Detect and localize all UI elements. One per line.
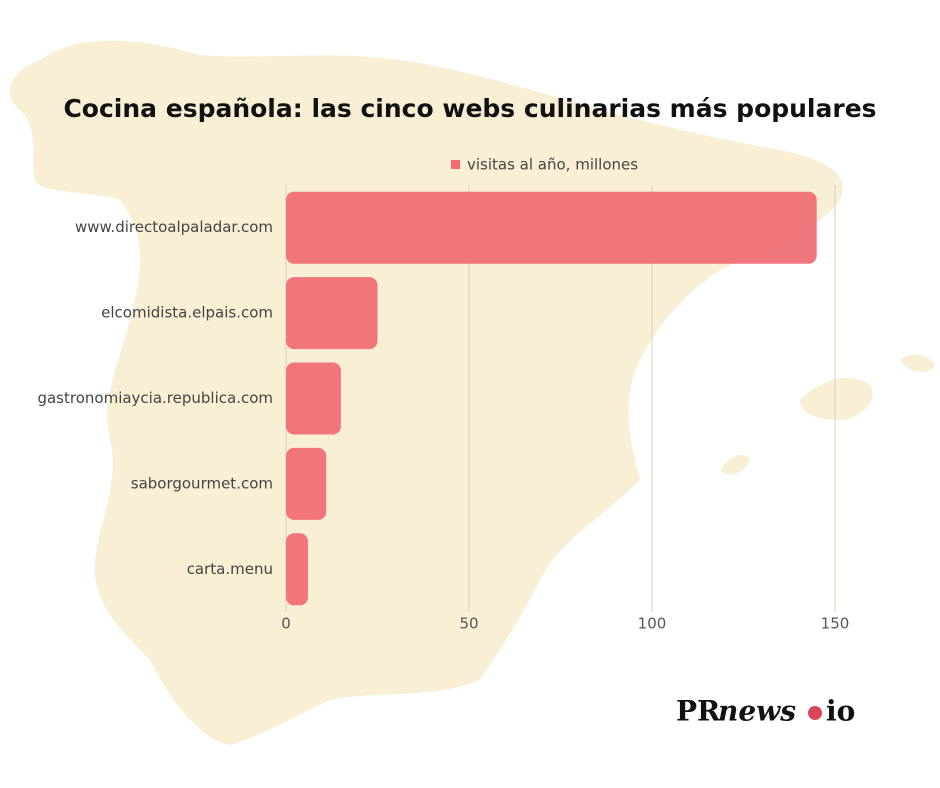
x-tick-label: 100 [638,615,667,633]
bar [286,362,341,435]
y-tick-label: elcomidista.elpais.com [101,304,273,322]
logo-dot [808,706,822,720]
y-tick-label: www.directoalpaladar.com [75,218,273,236]
bar [286,533,308,606]
x-tick-label: 150 [821,615,850,633]
bar [286,447,327,520]
y-tick-label: saborgourmet.com [131,474,273,492]
x-tick-label: 0 [281,615,291,633]
logo-news: news [718,695,796,728]
legend-label: visitas al año, millones [467,156,638,174]
chart-title: Cocina española: las cinco webs culinari… [63,94,876,123]
bar [286,277,378,350]
bar [286,191,817,264]
logo-io: io [826,695,855,728]
legend-swatch [451,160,460,169]
logo-pr: PR [676,695,721,728]
y-tick-label: carta.menu [187,560,273,578]
x-tick-label: 50 [459,615,478,633]
y-tick-label: gastronomiaycia.republica.com [37,389,273,407]
